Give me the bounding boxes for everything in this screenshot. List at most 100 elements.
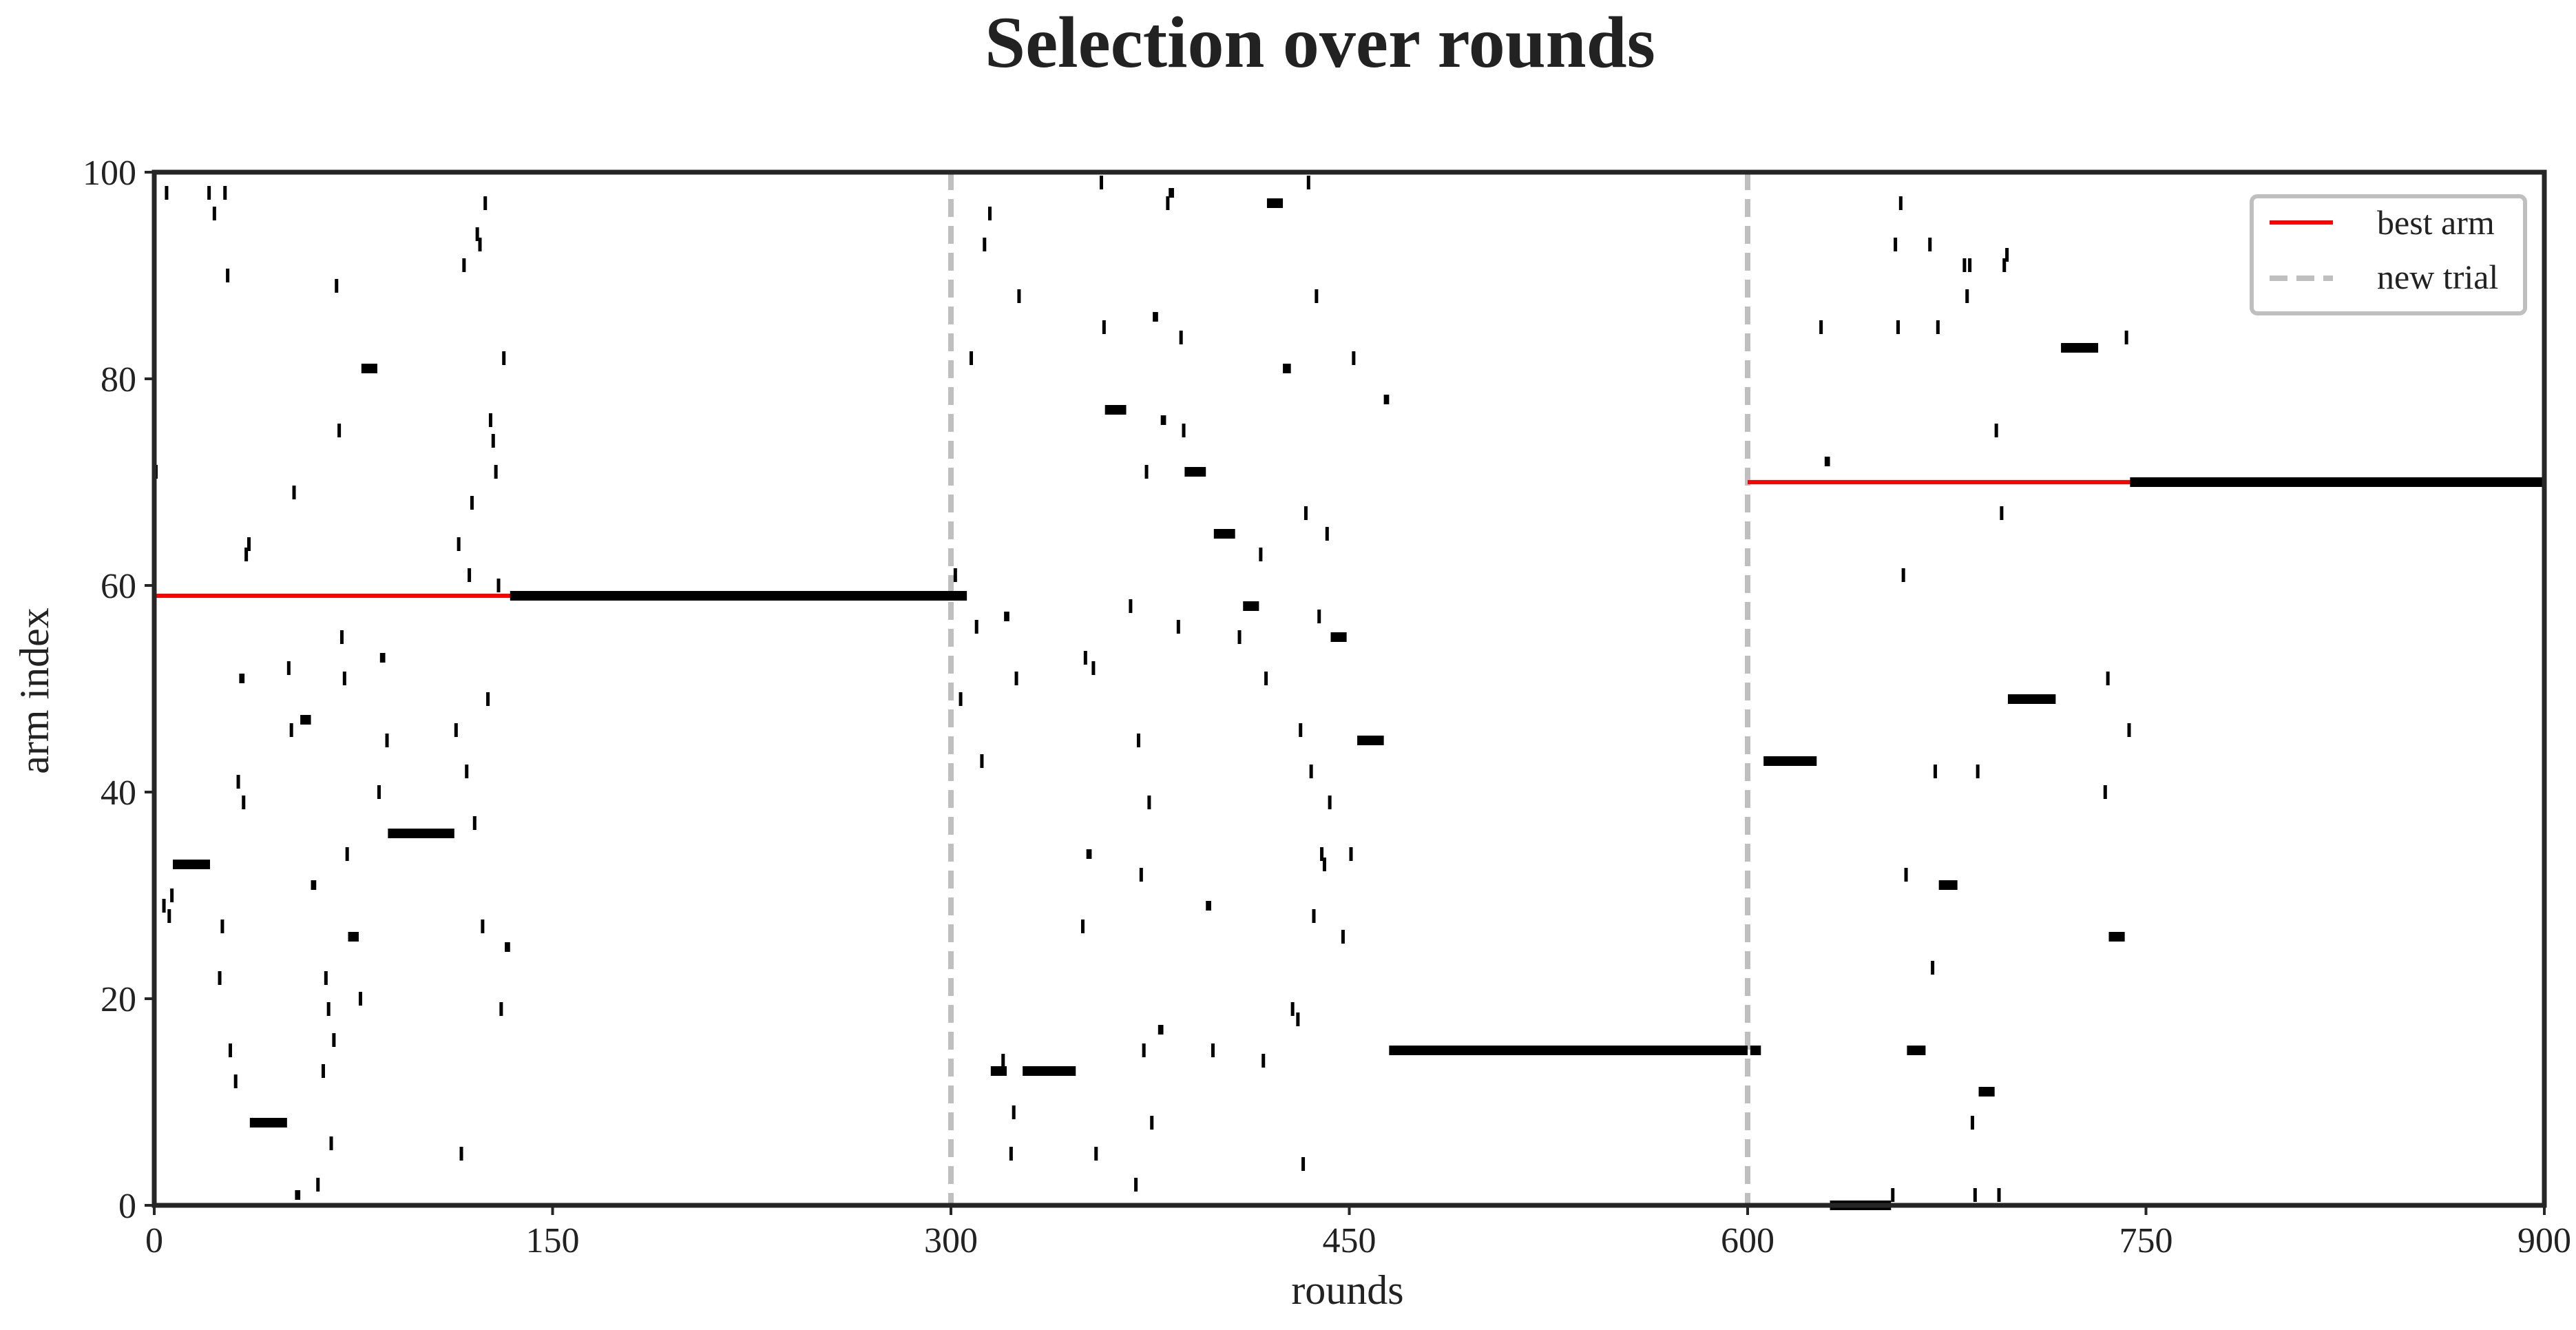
selection-mark [1894,238,1898,251]
selection-mark [488,413,492,427]
y-axis-ticks: 0 20 40 60 80 100 [83,154,154,1226]
selection-mark [486,692,490,706]
selection-mark [478,238,482,251]
selection-mark [1017,289,1021,303]
selection-mark [1322,858,1326,871]
y-tick-label: 0 [118,1187,136,1226]
selection-mark [1206,901,1211,911]
selection-mark [1309,765,1313,778]
selection-mark [1213,529,1235,539]
selection-mark [2130,477,2544,487]
selection-mark [1349,847,1353,861]
selection-mark [1904,868,1908,882]
selection-mark [2061,343,2099,353]
selection-mark [468,568,472,582]
selection-mark [1303,506,1308,520]
selection-mark [1014,672,1018,685]
selection-mark [1169,188,1174,198]
selection-mark [292,486,296,499]
selection-mark [1819,320,1823,334]
selection-mark [1184,467,1206,477]
selection-mark [316,1178,320,1192]
selection-mark [1965,289,1969,303]
selection-mark [1312,909,1316,923]
selection-mark [1160,415,1166,425]
selection-mark [1012,1105,1016,1119]
selection-mark [1763,756,1817,766]
x-tick-label: 300 [924,1221,978,1260]
selection-mark [295,1190,301,1200]
selection-mark [1325,527,1329,541]
plot-area [151,169,2547,1210]
selection-mark [1259,548,1263,561]
selection-mark [233,1074,238,1088]
selection-mark [1994,424,1998,437]
selection-mark [505,942,510,952]
selection-mark [388,829,454,838]
selection-mark [969,351,973,365]
selection-mark [239,674,245,683]
y-axis-label: arm index [12,607,57,774]
selection-mark [1080,919,1085,933]
selection-mark [1144,465,1149,479]
selection-mark [1299,723,1303,737]
selection-mark [1142,1043,1146,1057]
selection-mark [1933,765,1937,778]
legend-new-trial-label: new trial [2377,258,2498,296]
selection-mark [335,279,339,293]
selection-mark [1243,601,1259,611]
selection-mark [454,723,458,737]
selection-mark [2124,331,2128,344]
selection-mark [457,537,461,551]
selection-mark [1896,320,1900,334]
selection-mark [2007,694,2056,704]
x-tick-label: 900 [2517,1221,2571,1260]
selection-mark [1150,1116,1154,1130]
selection-mark [212,207,216,220]
selection-mark [339,630,344,644]
selection-mark [987,207,992,220]
selection-mark [1099,176,1103,189]
selection-mark [1176,620,1180,634]
selection-mark [220,919,224,933]
selection-mark [2106,672,2110,685]
selection-mark [1928,238,1932,251]
selection-mark [1004,612,1009,621]
selection-mark [1147,796,1151,809]
selection-mark [1938,880,1958,890]
x-tick-label: 150 [526,1221,580,1260]
selection-mark [1907,1046,1926,1055]
selection-mark [1970,1116,1974,1130]
selection-mark [167,909,171,923]
selection-mark [1891,1188,1895,1202]
selection-mark [1158,1025,1164,1035]
selection-marks [154,176,2544,1210]
selection-mark [286,661,291,675]
selection-mark [1290,1002,1295,1016]
x-axis-label: rounds [1291,1267,1403,1313]
selection-mark [218,971,222,985]
selection-mark [385,734,389,747]
selection-mark [974,620,978,634]
selection-mark [2005,248,2009,262]
selection-mark [499,1002,503,1016]
selection-mark [207,186,211,200]
selection-mark [1750,1046,1761,1055]
selection-mark [1978,1087,1995,1097]
selection-mark [1136,734,1140,747]
selection-mark [1962,258,1967,272]
selection-mark [342,672,346,685]
selection-mark [1153,312,1158,322]
selection-mark [289,723,293,737]
selection-mark [1211,1043,1215,1057]
selection-mark [1139,868,1143,882]
selection-mark [2103,785,2107,799]
selection-mark [165,186,169,200]
selection-mark [1009,1147,1013,1161]
x-tick-label: 0 [145,1221,163,1260]
selection-mark [2127,723,2131,737]
selection-mark [472,816,477,830]
selection-mark [459,1147,463,1161]
selection-mark [1301,1157,1306,1171]
selection-mark [228,1043,232,1057]
